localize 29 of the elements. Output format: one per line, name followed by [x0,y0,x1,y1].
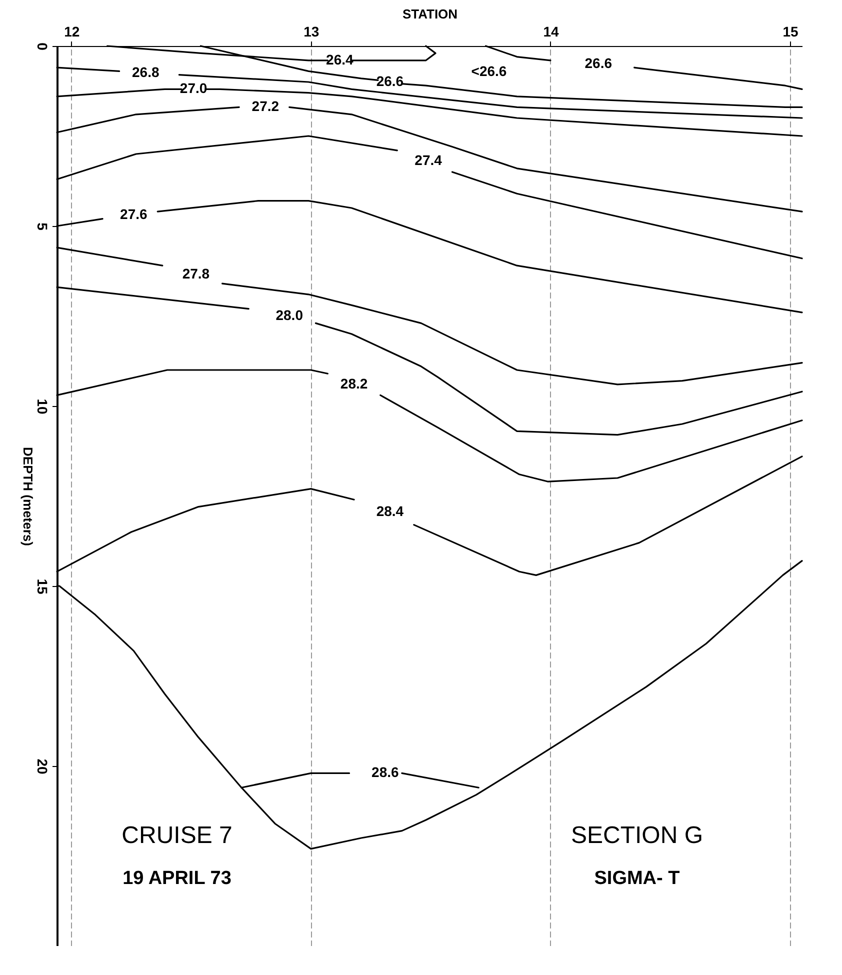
y-tick-label: 10 [34,398,50,414]
series-label: 27.2 [252,98,280,114]
series-label: 27.0 [180,80,208,96]
series-label: 28.2 [340,375,368,392]
x-tick-label: 12 [64,24,80,40]
series-label: 27.6 [120,206,148,222]
series-label: 28.0 [276,307,304,323]
x-tick-label: 14 [543,24,559,40]
y-tick-label: 5 [34,222,50,231]
annotation: SECTION G [570,822,704,849]
y-tick-label: 15 [34,578,50,594]
series-label: 26.4 [326,51,354,68]
series-label: 27.8 [182,266,210,282]
y-tick-label: 0 [34,42,50,51]
series-label: 27.4 [414,152,442,168]
series-label: 26.8 [132,64,160,80]
series-label: 26.6 [584,55,612,71]
series-label: 26.6 [376,73,404,89]
x-axis-title: STATION [402,6,458,22]
series-label: 28.6 [372,764,400,780]
y-axis-title: DEPTH (meters) [20,447,36,546]
annotation: <26.6 [471,63,507,79]
annotation: CRUISE 7 [122,822,232,849]
annotation: SIGMA- T [594,868,680,889]
x-tick-label: 13 [304,24,320,40]
annotation: 19 APRIL 73 [122,868,232,889]
y-tick-label: 20 [34,758,50,774]
x-tick-label: 15 [782,24,799,40]
series-label: 28.4 [376,503,404,520]
